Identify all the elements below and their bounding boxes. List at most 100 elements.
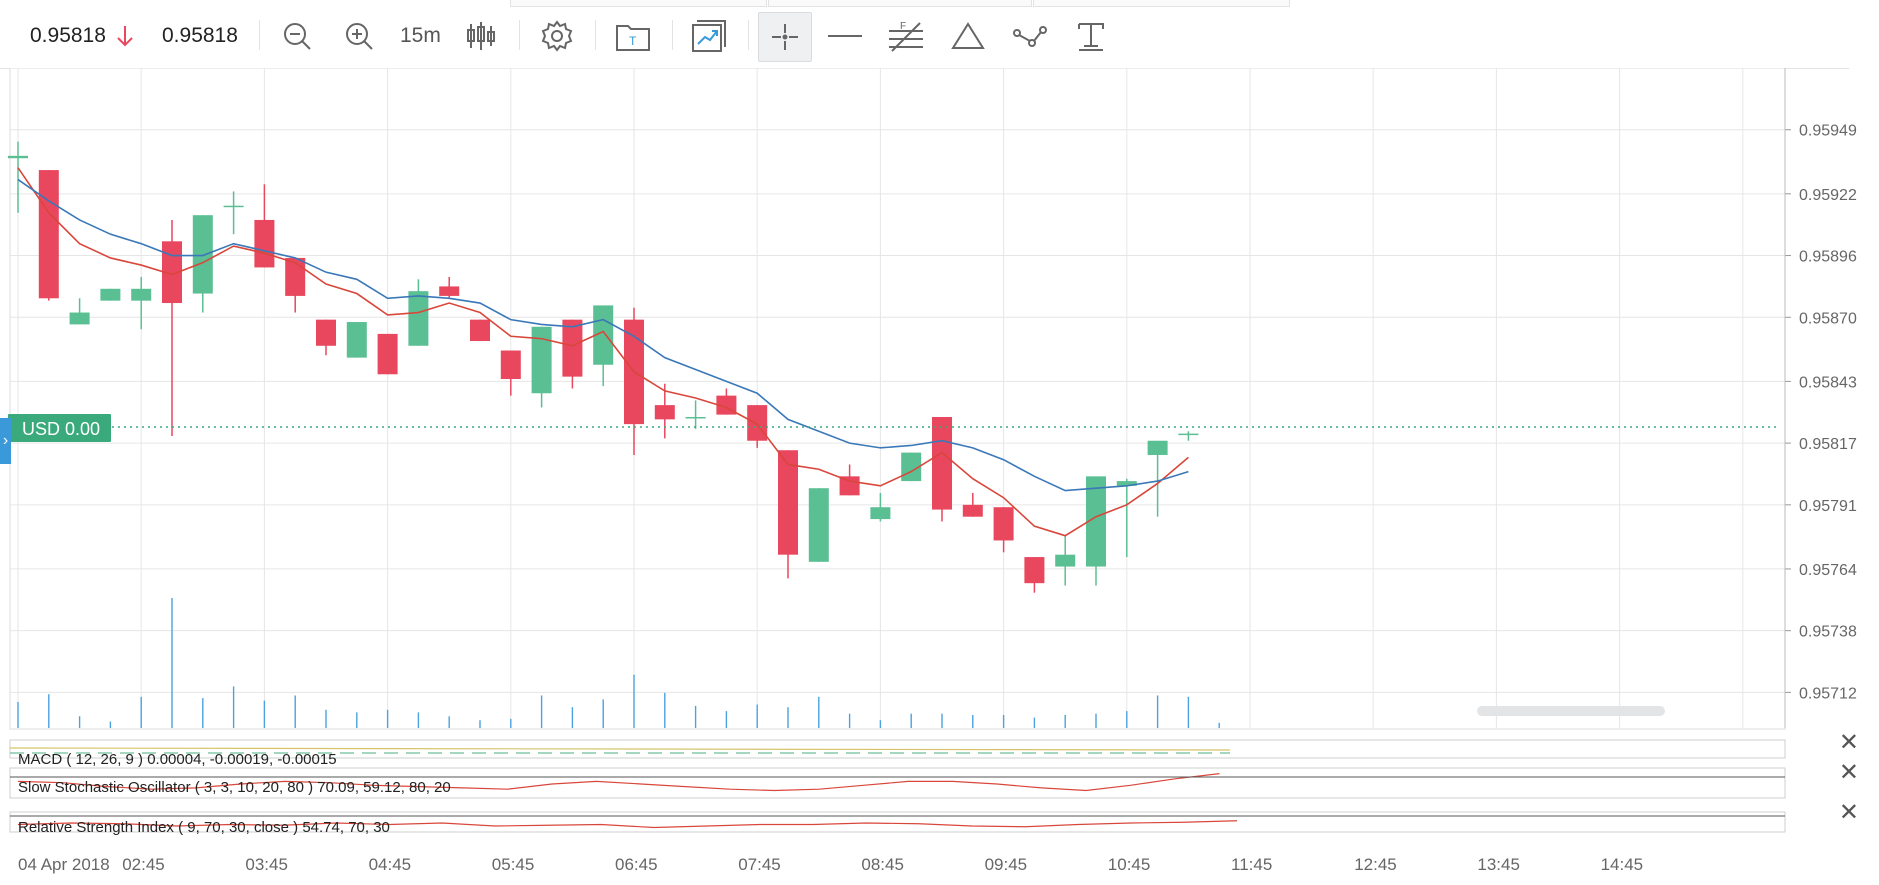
x-tick-label: 12:45 [1354, 855, 1397, 874]
bear-candle [932, 416, 952, 510]
expand-panel-tab[interactable]: › [0, 418, 11, 464]
candlestick-icon[interactable] [459, 14, 503, 58]
price-chart[interactable]: 0.95949 0.95922 0.95896 0.95870 0.95843 0.958… [0, 67, 1879, 880]
x-tick-label: 06:45 [615, 855, 658, 874]
bull-candle [69, 312, 90, 325]
bear-candle [778, 450, 798, 555]
bull-candle [1086, 476, 1106, 567]
stochastic-k-line [17, 773, 1220, 792]
bull-candle [408, 291, 429, 346]
bull-candle [1147, 440, 1168, 455]
bear-candle [747, 405, 768, 441]
x-tick-label: 07:45 [738, 855, 781, 874]
gear-icon[interactable] [535, 14, 579, 58]
y-tick-label: 0.95712 [1799, 685, 1857, 702]
stochastic-label: Slow Stochastic Oscillator ( 3, 3, 10, 2… [18, 779, 451, 796]
x-tick-label: 02:45 [122, 855, 165, 874]
chart-grid [9, 67, 1786, 730]
bear-candle [439, 286, 460, 296]
bear-candle [562, 319, 583, 377]
bear-candle [1024, 557, 1045, 584]
y-tick-label: 0.95843 [1799, 374, 1857, 391]
y-tick-label: 0.95817 [1799, 436, 1857, 453]
bear-candle [162, 241, 182, 304]
y-tick-label: 0.95870 [1799, 310, 1857, 327]
volume-bars [17, 598, 1220, 728]
bull-candle [1116, 481, 1137, 486]
zoom-out-icon[interactable] [275, 14, 319, 58]
x-tick-label: 13:45 [1477, 855, 1520, 874]
toolbar-divider [595, 20, 596, 50]
position-label: USD 0.00 [22, 419, 100, 439]
crosshair-icon[interactable] [758, 12, 812, 62]
close-stochastic-icon[interactable]: ✕ [1838, 759, 1859, 786]
bull-candle [346, 322, 367, 358]
ask-price: 0.95818 [162, 24, 238, 47]
slow-moving-average-line [17, 178, 1189, 492]
x-tick-label: 08:45 [861, 855, 904, 874]
close-rsi-icon[interactable]: ✕ [1838, 799, 1859, 826]
toolbar-divider [259, 20, 260, 50]
bull-candle [685, 416, 706, 419]
bear-candle [377, 333, 398, 375]
bear-candle [654, 405, 675, 420]
toolbar-divider [748, 20, 749, 50]
y-tick-label: 0.95764 [1799, 562, 1857, 579]
bull-candle [531, 326, 552, 394]
trendline-icon[interactable] [1008, 14, 1052, 58]
bull-candle [131, 288, 152, 301]
bear-candle [500, 350, 521, 380]
bear-candle [254, 219, 275, 268]
horizontal-line-icon[interactable] [823, 14, 867, 58]
toolbar-divider [519, 20, 520, 50]
arrow-down-icon [113, 16, 137, 56]
bear-candle [316, 319, 336, 346]
panel-tab [1033, 0, 1290, 7]
moving-averages [17, 167, 1189, 537]
triangle-icon[interactable] [946, 14, 990, 58]
zoom-in-icon[interactable] [337, 14, 381, 58]
position-badge [8, 414, 111, 442]
horizontal-scrollbar[interactable] [1477, 706, 1665, 716]
y-tick-label: 0.95949 [1799, 123, 1857, 140]
bull-candle [1055, 554, 1076, 567]
indicator-panels [9, 739, 1786, 833]
bear-candle [285, 257, 306, 296]
bid-price: 0.95818 [30, 24, 106, 47]
template-icon[interactable]: T [611, 14, 655, 58]
indicator-panel [9, 767, 1786, 799]
chart-frame [9, 67, 1786, 730]
y-tick-label: 0.95791 [1799, 498, 1857, 515]
chart-area[interactable]: 0.95949 0.95922 0.95896 0.95870 0.95843 0.958… [0, 67, 1879, 880]
panel-tab [768, 0, 1032, 7]
x-tick-label: 03:45 [245, 855, 288, 874]
svg-text:F: F [900, 21, 906, 32]
x-tick-label: 09:45 [985, 855, 1028, 874]
toolbar-divider [672, 20, 673, 50]
panel-tab [510, 0, 767, 7]
bear-candle [38, 170, 59, 299]
close-macd-icon[interactable]: ✕ [1838, 729, 1859, 756]
time-axis: 04 Apr 2018 02:45 03:45 04:45 05:45 06:45 07:4… [18, 855, 1643, 874]
bull-candle [870, 507, 891, 520]
text-tool-icon[interactable] [1069, 14, 1113, 58]
indicator-panel [9, 811, 1786, 833]
bear-candle [962, 504, 983, 517]
y-tick-label: 0.95922 [1799, 187, 1857, 204]
macd-label: MACD ( 12, 26, 9 ) 0.00004, -0.00019, -0… [18, 751, 337, 768]
bull-candle [100, 288, 121, 301]
x-tick-label: 04 Apr 2018 [18, 855, 110, 874]
bull-candle [1178, 433, 1199, 436]
indicator-chart-icon[interactable] [687, 14, 731, 58]
candlesticks [8, 141, 1199, 593]
bull-candle [8, 155, 28, 159]
y-tick-label: 0.95738 [1799, 624, 1857, 641]
x-tick-label: 11:45 [1231, 855, 1272, 874]
bear-candle [470, 319, 490, 342]
fibonacci-icon[interactable]: F [884, 14, 928, 58]
rsi-line [17, 820, 1238, 829]
bull-candle [223, 205, 244, 208]
bear-candle [993, 507, 1014, 541]
timeframe-selector[interactable]: 15m [400, 24, 441, 47]
x-tick-label: 05:45 [492, 855, 535, 874]
